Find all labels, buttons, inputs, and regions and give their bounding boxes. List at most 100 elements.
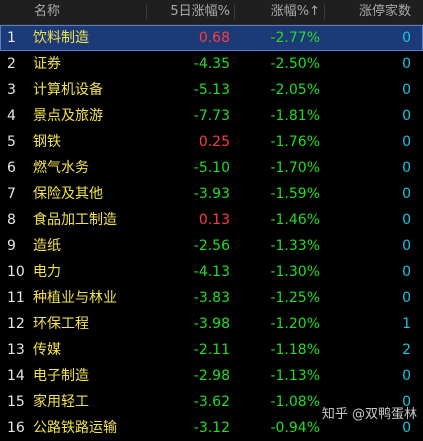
change-percent: -1.46% bbox=[270, 212, 320, 228]
change-percent: -1.33% bbox=[270, 238, 320, 254]
limit-up-count: 1 bbox=[402, 316, 411, 332]
change-percent: -0.94% bbox=[270, 420, 320, 436]
five-day-change: 0.13 bbox=[198, 212, 230, 228]
column-header-name[interactable]: 名称 bbox=[34, 4, 61, 19]
limit-up-count: 0 bbox=[402, 368, 411, 384]
five-day-change: 0.25 bbox=[198, 134, 230, 150]
table-row[interactable]: 15 家用轻工 -3.62 -1.08% 0 bbox=[0, 389, 423, 415]
row-index: 1 bbox=[7, 30, 16, 46]
row-index: 15 bbox=[7, 394, 25, 410]
column-header-five-day-change[interactable]: 5日涨幅% bbox=[170, 4, 230, 19]
five-day-change: -3.93 bbox=[193, 186, 230, 202]
row-index: 11 bbox=[7, 290, 25, 306]
table-row[interactable]: 13 传媒 -2.11 -1.18% 2 bbox=[0, 337, 423, 363]
limit-up-count: 0 bbox=[402, 264, 411, 280]
five-day-change: -2.56 bbox=[193, 238, 230, 254]
row-index: 5 bbox=[7, 134, 16, 150]
sector-name: 电子制造 bbox=[33, 368, 89, 384]
table-header: 名称 5日涨幅% 涨幅%↑ 涨停家数 bbox=[0, 0, 423, 25]
change-percent: -1.30% bbox=[270, 264, 320, 280]
limit-up-count: 0 bbox=[402, 238, 411, 254]
sector-name: 环保工程 bbox=[33, 316, 89, 332]
table-row[interactable]: 16 公路铁路运输 -3.12 -0.94% 0 bbox=[0, 415, 423, 441]
change-percent: -1.59% bbox=[270, 186, 320, 202]
five-day-change: -3.62 bbox=[193, 394, 230, 410]
table-row[interactable]: 10 电力 -4.13 -1.30% 0 bbox=[0, 259, 423, 285]
five-day-change: -3.83 bbox=[193, 290, 230, 306]
change-percent: -1.25% bbox=[270, 290, 320, 306]
change-percent: -1.13% bbox=[270, 368, 320, 384]
sector-name: 食品加工制造 bbox=[33, 212, 117, 228]
table-row[interactable]: 9 造纸 -2.56 -1.33% 0 bbox=[0, 233, 423, 259]
row-index: 8 bbox=[7, 212, 16, 228]
table-row[interactable]: 11 种植业与林业 -3.83 -1.25% 0 bbox=[0, 285, 423, 311]
limit-up-count: 2 bbox=[402, 342, 411, 358]
table-row[interactable]: 2 证券 -4.35 -2.50% 0 bbox=[0, 51, 423, 77]
row-index: 13 bbox=[7, 342, 25, 358]
limit-up-count: 0 bbox=[402, 30, 411, 46]
watermark-text: 知乎 @双鸭蛋林 bbox=[321, 407, 417, 422]
column-divider[interactable] bbox=[324, 4, 325, 20]
limit-up-count: 0 bbox=[402, 134, 411, 150]
sector-name: 家用轻工 bbox=[33, 394, 89, 410]
limit-up-count: 0 bbox=[402, 394, 411, 410]
sector-name: 造纸 bbox=[33, 238, 61, 254]
sector-name: 计算机设备 bbox=[33, 82, 103, 98]
change-percent: -2.05% bbox=[270, 82, 320, 98]
row-index: 9 bbox=[7, 238, 16, 254]
limit-up-count: 0 bbox=[402, 160, 411, 176]
five-day-change: -5.10 bbox=[193, 160, 230, 176]
sector-name: 钢铁 bbox=[33, 134, 61, 150]
table-row[interactable]: 7 保险及其他 -3.93 -1.59% 0 bbox=[0, 181, 423, 207]
sector-name: 公路铁路运输 bbox=[33, 420, 117, 436]
table-row[interactable]: 12 环保工程 -3.98 -1.20% 1 bbox=[0, 311, 423, 337]
limit-up-count: 0 bbox=[402, 290, 411, 306]
sector-name: 证券 bbox=[33, 56, 61, 72]
row-index: 14 bbox=[7, 368, 25, 384]
limit-up-count: 0 bbox=[402, 56, 411, 72]
five-day-change: 0.68 bbox=[198, 30, 230, 46]
five-day-change: -4.13 bbox=[193, 264, 230, 280]
sector-name: 电力 bbox=[33, 264, 61, 280]
limit-up-count: 0 bbox=[402, 108, 411, 124]
limit-up-count: 0 bbox=[402, 212, 411, 228]
table-row[interactable]: 8 食品加工制造 0.13 -1.46% 0 bbox=[0, 207, 423, 233]
change-percent: -1.76% bbox=[270, 134, 320, 150]
sector-name: 种植业与林业 bbox=[33, 290, 117, 306]
sector-name: 保险及其他 bbox=[33, 186, 103, 202]
row-index: 3 bbox=[7, 82, 16, 98]
table-row[interactable]: 14 电子制造 -2.98 -1.13% 0 bbox=[0, 363, 423, 389]
table-row[interactable]: 3 计算机设备 -5.13 -2.05% 0 bbox=[0, 77, 423, 103]
change-percent: -2.50% bbox=[270, 56, 320, 72]
sector-name: 景点及旅游 bbox=[33, 108, 103, 124]
watermark: 知乎 @双鸭蛋林 bbox=[322, 403, 417, 422]
limit-up-count: 0 bbox=[402, 420, 411, 436]
change-percent: -1.20% bbox=[270, 316, 320, 332]
five-day-change: -3.98 bbox=[193, 316, 230, 332]
row-index: 10 bbox=[7, 264, 25, 280]
change-percent: -1.08% bbox=[270, 394, 320, 410]
row-index: 7 bbox=[7, 186, 16, 202]
table-row[interactable]: 1 饮料制造 0.68 -2.77% 0 bbox=[0, 25, 423, 51]
change-percent: -1.18% bbox=[270, 342, 320, 358]
five-day-change: -7.73 bbox=[193, 108, 230, 124]
row-index: 6 bbox=[7, 160, 16, 176]
column-header-limit-up-count[interactable]: 涨停家数 bbox=[358, 4, 411, 19]
table-row[interactable]: 5 钢铁 0.25 -1.76% 0 bbox=[0, 129, 423, 155]
five-day-change: -5.13 bbox=[193, 82, 230, 98]
five-day-change: -2.98 bbox=[193, 368, 230, 384]
column-header-change[interactable]: 涨幅%↑ bbox=[270, 4, 320, 19]
five-day-change: -2.11 bbox=[193, 342, 230, 358]
table-row[interactable]: 4 景点及旅游 -7.73 -1.81% 0 bbox=[0, 103, 423, 129]
table-row[interactable]: 6 燃气水务 -5.10 -1.70% 0 bbox=[0, 155, 423, 181]
change-percent: -1.70% bbox=[270, 160, 320, 176]
sector-name: 传媒 bbox=[33, 342, 61, 358]
change-percent: -1.81% bbox=[270, 108, 320, 124]
column-divider[interactable] bbox=[234, 4, 235, 20]
column-divider[interactable] bbox=[146, 4, 147, 20]
row-index: 16 bbox=[7, 420, 25, 436]
limit-up-count: 0 bbox=[402, 82, 411, 98]
five-day-change: -3.12 bbox=[193, 420, 230, 436]
sector-name: 燃气水务 bbox=[33, 160, 89, 176]
